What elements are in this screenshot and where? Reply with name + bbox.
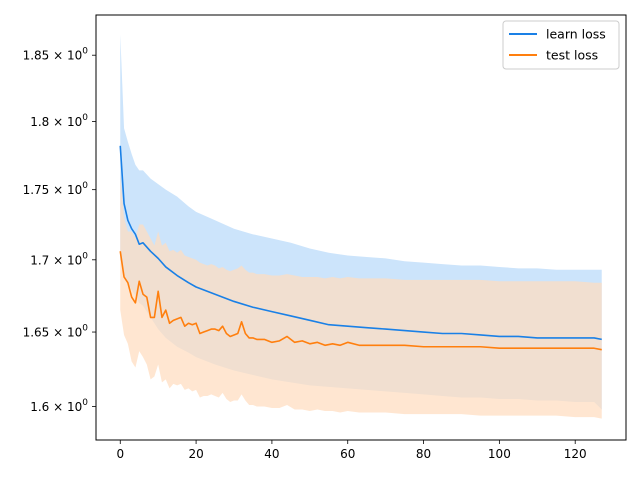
legend: learn loss test loss <box>502 20 620 70</box>
learn-loss-line <box>119 145 602 341</box>
test-loss-band <box>120 175 602 419</box>
x-tick-label: 100 <box>488 447 511 461</box>
x-tick-label: 0 <box>116 447 124 461</box>
confidence-bands <box>120 34 602 419</box>
x-tick-label: 40 <box>264 447 279 461</box>
series-lines <box>119 145 602 351</box>
test-loss-legend-label: test loss <box>546 48 598 63</box>
x-tick-label: 120 <box>564 447 587 461</box>
learn-loss-legend-label: learn loss <box>546 27 606 42</box>
y-tick-label: 1.8 × 100 <box>30 113 88 129</box>
y-tick-label: 1.65 × 100 <box>23 324 89 340</box>
y-axis: 1.6 × 100 1.65 × 100 1.7 × 100 1.75 × 100 1.… <box>23 47 96 414</box>
y-tick-label: 1.6 × 100 <box>30 398 88 414</box>
y-tick-label: 1.7 × 100 <box>30 251 88 267</box>
test-loss-line <box>119 251 602 351</box>
x-tick-label: 80 <box>416 447 431 461</box>
y-tick-label: 1.85 × 100 <box>23 47 89 63</box>
plot-frame <box>95 14 627 441</box>
x-axis: 0 20 40 60 80 100 120 <box>116 440 587 461</box>
y-tick-label: 1.75 × 100 <box>23 181 89 197</box>
x-tick-label: 60 <box>340 447 355 461</box>
x-tick-label: 20 <box>188 447 203 461</box>
